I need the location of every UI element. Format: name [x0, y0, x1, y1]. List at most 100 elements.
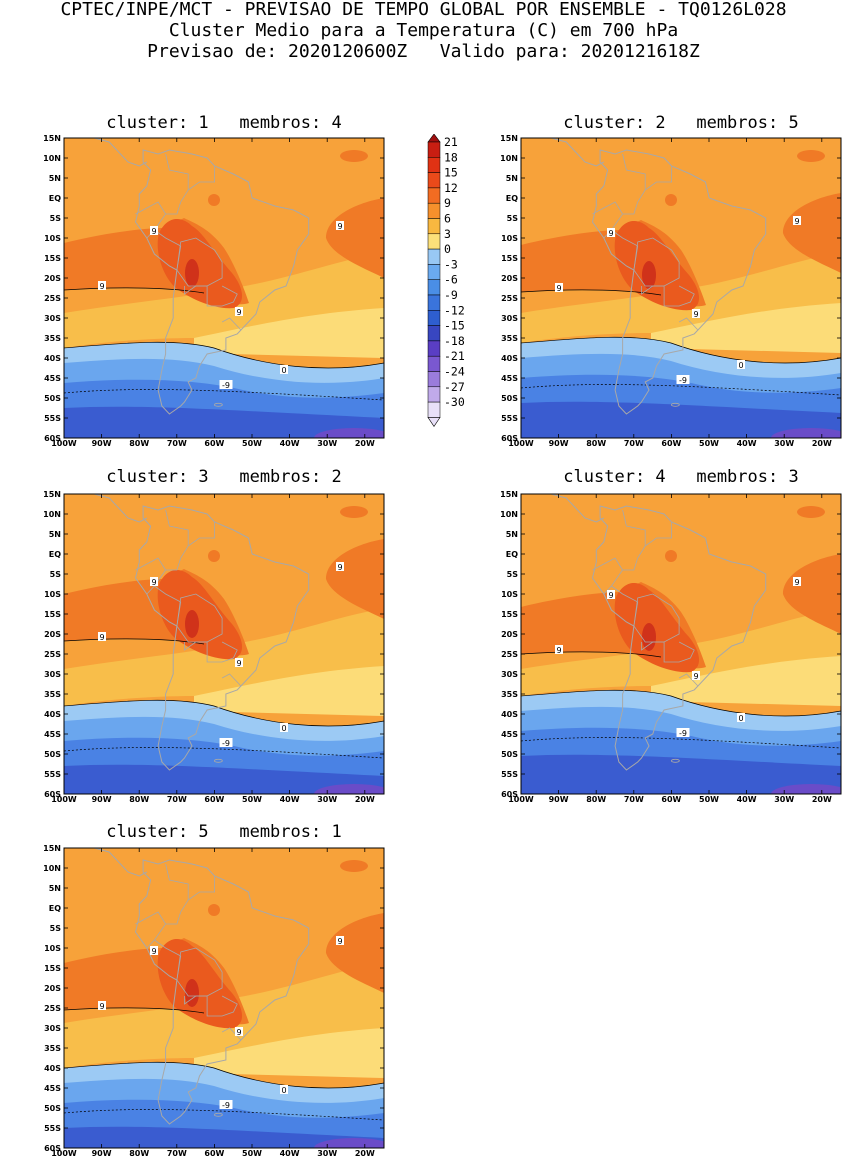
colorbar-label: 12 [444, 181, 458, 195]
contour-label: 0 [281, 724, 286, 733]
colorbar-swatch [427, 386, 441, 403]
panel-title-2: cluster: 2 membros: 5 [563, 113, 799, 133]
lat-tick-label: 15N [500, 134, 518, 143]
contour-label: -9 [679, 729, 687, 738]
lat-tick-label: 25S [44, 294, 61, 303]
map-panel-2: 9 9 9 9 0 -9 15N 10N 5N EQ 5S 10S 15S 20S 25S 30S 35S 40S… [500, 134, 842, 448]
contour-label: 9 [693, 672, 698, 681]
lat-tick-label: 20S [44, 274, 61, 283]
lon-tick-label: 90W [92, 439, 112, 448]
field-band-yellow [651, 303, 841, 353]
contour-label-box [676, 728, 690, 737]
lat-tick-label: 10S [44, 590, 61, 599]
lat-tick-label: 55S [501, 770, 518, 779]
isotherm-0 [521, 689, 841, 717]
contour-label-box [336, 936, 344, 945]
field-warm-core [614, 582, 700, 673]
country-border [633, 237, 680, 287]
contour-label: -9 [222, 381, 230, 390]
lon-tick-label: 60W [661, 795, 681, 804]
lon-tick-label: 30W [774, 795, 794, 804]
lat-tick-label: 5N [49, 174, 61, 183]
contour-label: 9 [236, 659, 241, 668]
contour-label: 0 [738, 361, 743, 370]
country-border [184, 641, 208, 651]
lat-tick-label: 45S [501, 374, 518, 383]
contour-label-box [280, 365, 288, 374]
field-warm-blob [208, 550, 220, 562]
lon-tick-label: 100W [508, 795, 534, 804]
contour-label-box [219, 738, 233, 747]
contour-label: 9 [556, 284, 561, 293]
contour-label: 9 [693, 310, 698, 319]
panel-title-4: cluster: 4 membros: 3 [563, 467, 799, 487]
lat-tick-label: 25S [44, 650, 61, 659]
lat-tick-label: 30S [44, 314, 61, 323]
colorbar-swatch [427, 355, 441, 372]
lon-tick-label: 40W [280, 1149, 300, 1157]
colorbar-label: -30 [444, 395, 465, 409]
lat-tick-label: 45S [44, 1084, 61, 1093]
map-panel-3: 9 9 9 9 0 -9 15N 10N 5N EQ 5S 10S 15S 20S 25S 30S 35S 40S… [43, 490, 385, 804]
isotherm-9 [64, 287, 205, 294]
lon-tick-label: 100W [508, 439, 534, 448]
contour-label-box [235, 307, 243, 316]
country-border [176, 947, 223, 997]
lon-tick-label: 80W [129, 1149, 149, 1157]
lat-tick-label: 5N [506, 174, 518, 183]
map-frame [520, 137, 842, 439]
lat-tick-label: 30S [44, 670, 61, 679]
field-purple-patch [771, 784, 841, 794]
colorbar-swatch [427, 172, 441, 189]
colorbar-swatch [427, 233, 441, 250]
lat-tick-label: 40S [44, 710, 61, 719]
lat-tick-label: EQ [506, 550, 518, 559]
contour-label-box [793, 216, 801, 225]
lat-tick-label: 5S [507, 570, 519, 579]
lat-tick-label: 50S [501, 394, 518, 403]
field-purple-patch [771, 428, 841, 438]
contour-label: 9 [556, 646, 561, 655]
lat-tick-label: 35S [44, 334, 61, 343]
contour-label-box [98, 1001, 106, 1010]
lon-tick-label: 20W [812, 439, 832, 448]
contour-label-box [336, 562, 344, 571]
colorbar-swatch [427, 294, 441, 311]
field-hot-spot [185, 979, 199, 1007]
colorbar-label: -21 [444, 349, 465, 363]
field-hot-spot [642, 261, 656, 289]
panel-title-1: cluster: 1 membros: 4 [106, 113, 342, 133]
contour-label: 9 [151, 947, 156, 956]
country-border [135, 911, 167, 949]
country-border [154, 939, 182, 981]
coastline-central-america [92, 494, 148, 523]
contour-label: -9 [222, 1101, 230, 1110]
lon-tick-label: 60W [204, 439, 224, 448]
lon-tick-label: 70W [624, 439, 644, 448]
lat-tick-label: 15S [501, 254, 518, 263]
country-border [206, 285, 238, 307]
lon-tick-label: 90W [549, 439, 569, 448]
lat-tick-label: 55S [501, 414, 518, 423]
lat-tick-label: 5S [50, 924, 62, 933]
field-warm-blob [797, 506, 825, 518]
contour-label-box [555, 645, 563, 654]
contour-label: 9 [608, 229, 613, 238]
field-band-yellow [651, 656, 841, 706]
contour-label-box [555, 283, 563, 292]
colorbar-label: -15 [444, 319, 465, 333]
lat-tick-label: 10N [43, 154, 61, 163]
colorbar-swatch [427, 218, 441, 235]
lat-tick-label: 50S [44, 750, 61, 759]
colorbar-swatch [427, 325, 441, 342]
field-purple-patch [314, 1138, 384, 1148]
country-border [187, 876, 215, 901]
contour-label-box [219, 380, 233, 389]
lat-tick-label: 15N [43, 844, 61, 853]
map-frame [63, 847, 385, 1149]
colorbar-swatch [427, 202, 441, 219]
contour-label: -9 [222, 739, 230, 748]
coastline-central-america [549, 494, 605, 523]
lon-tick-label: 30W [317, 439, 337, 448]
lat-tick-label: EQ [49, 194, 61, 203]
